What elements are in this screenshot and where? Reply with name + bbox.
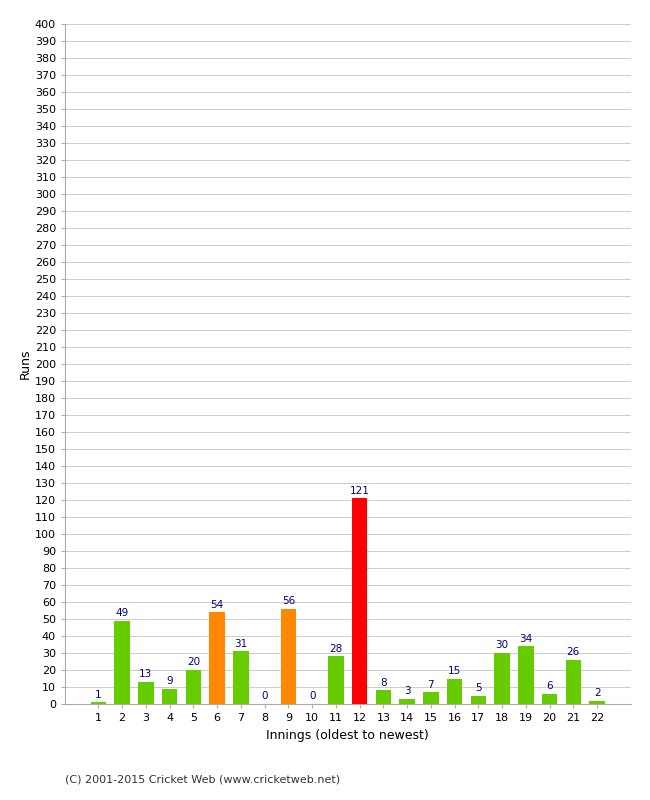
Text: 49: 49 bbox=[116, 608, 129, 618]
Bar bbox=[186, 670, 201, 704]
Text: 3: 3 bbox=[404, 686, 410, 696]
Text: 2: 2 bbox=[593, 688, 601, 698]
Bar bbox=[566, 660, 581, 704]
Text: 9: 9 bbox=[166, 676, 173, 686]
Bar bbox=[518, 646, 534, 704]
Y-axis label: Runs: Runs bbox=[19, 349, 32, 379]
Text: 6: 6 bbox=[546, 682, 553, 691]
Text: 8: 8 bbox=[380, 678, 387, 688]
Text: 54: 54 bbox=[211, 600, 224, 610]
Bar bbox=[376, 690, 391, 704]
Bar bbox=[233, 651, 248, 704]
Text: 20: 20 bbox=[187, 658, 200, 667]
Bar bbox=[352, 498, 367, 704]
Text: 56: 56 bbox=[281, 596, 295, 606]
Bar bbox=[447, 678, 462, 704]
Text: 1: 1 bbox=[95, 690, 102, 700]
Bar bbox=[281, 609, 296, 704]
Text: 26: 26 bbox=[567, 647, 580, 658]
Text: 5: 5 bbox=[475, 683, 482, 693]
Bar bbox=[209, 612, 225, 704]
Bar bbox=[542, 694, 557, 704]
Bar bbox=[138, 682, 153, 704]
Text: 7: 7 bbox=[428, 679, 434, 690]
Bar bbox=[162, 689, 177, 704]
Bar bbox=[399, 699, 415, 704]
Text: 28: 28 bbox=[330, 644, 343, 654]
Bar bbox=[590, 701, 605, 704]
Bar bbox=[114, 621, 130, 704]
Text: 0: 0 bbox=[309, 691, 315, 702]
Text: 121: 121 bbox=[350, 486, 370, 496]
Bar bbox=[91, 702, 106, 704]
Bar bbox=[328, 656, 344, 704]
Text: (C) 2001-2015 Cricket Web (www.cricketweb.net): (C) 2001-2015 Cricket Web (www.cricketwe… bbox=[65, 774, 340, 784]
Bar bbox=[471, 695, 486, 704]
Text: 30: 30 bbox=[495, 641, 509, 650]
Text: 31: 31 bbox=[234, 638, 248, 649]
Text: 15: 15 bbox=[448, 666, 462, 676]
X-axis label: Innings (oldest to newest): Innings (oldest to newest) bbox=[266, 729, 429, 742]
Bar bbox=[423, 692, 439, 704]
Bar bbox=[495, 653, 510, 704]
Text: 13: 13 bbox=[139, 670, 153, 679]
Text: 0: 0 bbox=[261, 691, 268, 702]
Text: 34: 34 bbox=[519, 634, 532, 644]
